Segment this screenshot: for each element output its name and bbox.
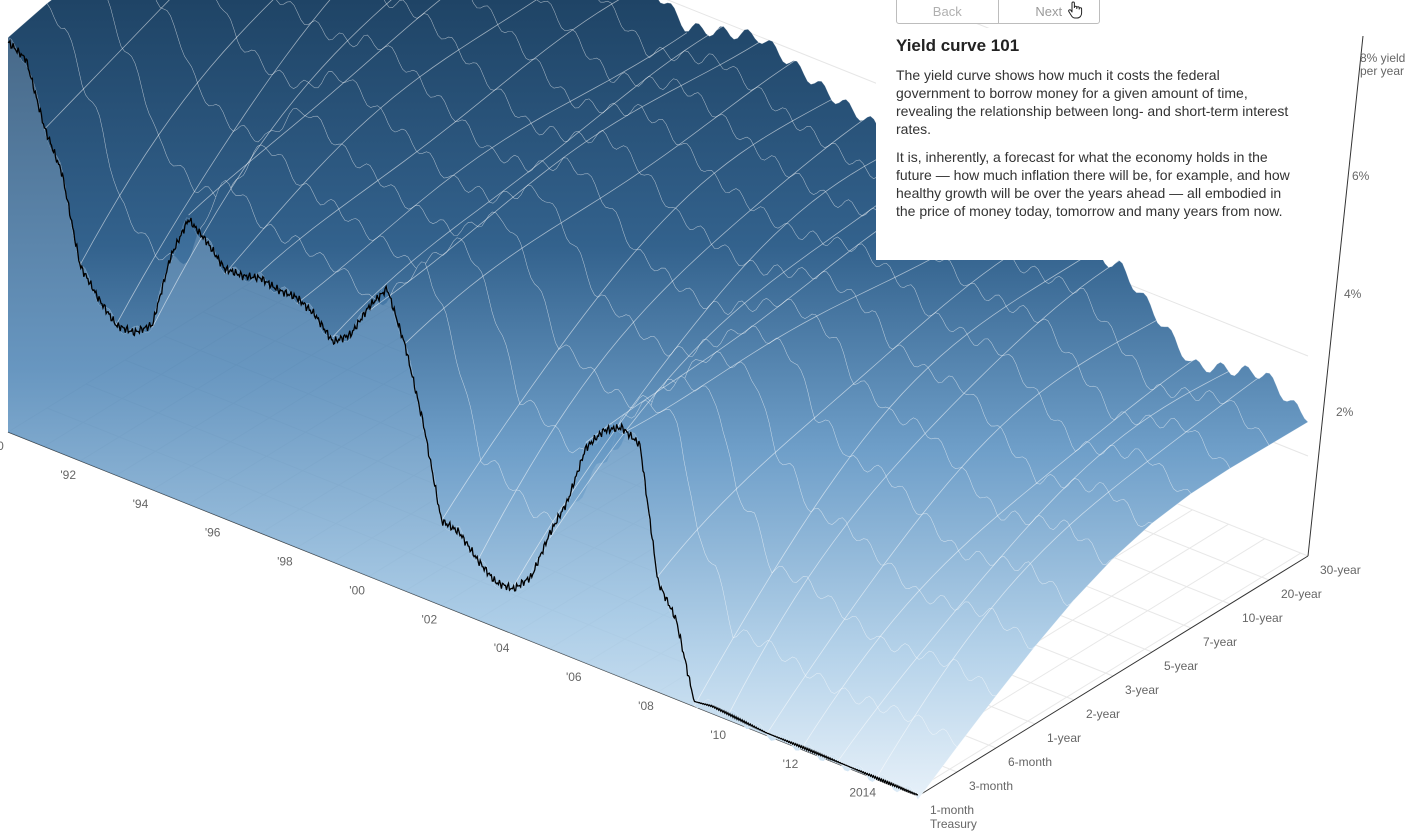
maturity-tick-label: 20-year (1281, 587, 1322, 601)
annotation-paragraph-2: It is, inherently, a forecast for what t… (896, 149, 1290, 219)
maturity-tick-label: 10-year (1242, 611, 1283, 625)
surface-year-line (440, 99, 832, 522)
surface-year-line (296, 32, 688, 304)
maturity-tick-label: 5-year (1164, 659, 1198, 673)
surface-year-line (477, 116, 868, 562)
surface-year-line (79, 0, 274, 265)
time-tick-label: '92 (60, 468, 76, 482)
maturity-tick-label: 3-year (1125, 683, 1159, 697)
next-button-label: Next (1035, 3, 1063, 19)
annotation-heading: Yield curve 101 (896, 36, 1020, 55)
yield-tick-label: 4% (1344, 287, 1362, 301)
surface-year-line (224, 0, 537, 275)
time-tick-label: '08 (638, 699, 654, 713)
yield-surface (7, 0, 1309, 801)
maturity-tick-label: 2-year (1086, 707, 1120, 721)
surface-year-line (765, 320, 1157, 735)
surface-year-line (404, 60, 796, 344)
maturity-tick-label: 3-month (969, 779, 1013, 793)
time-tick-label: '90 (0, 439, 4, 453)
surface-year-line (152, 0, 392, 328)
yield-tick-label: 8% yield per year (1360, 51, 1405, 78)
maturity-axis (917, 555, 1309, 797)
time-tick-label: '12 (783, 757, 799, 771)
surface-year-line (188, 0, 441, 216)
annotation-panel: Yield curve 101 The yield curve shows ho… (876, 28, 1311, 260)
time-tick-label: '10 (710, 728, 726, 742)
time-tick-label: '02 (422, 612, 438, 626)
maturity-tick-label: 1-month Treasury (930, 803, 977, 831)
surface-year-line (549, 159, 940, 539)
front-curtain (8, 37, 918, 800)
yield-tick-label: 6% (1352, 169, 1370, 183)
surface-year-line (657, 231, 1049, 577)
time-tick-label: 2014 (849, 786, 876, 800)
surface-year-line (513, 144, 904, 587)
time-tick-label: '04 (494, 641, 510, 655)
surface-year-line (802, 360, 1193, 748)
yield-tick-label: 2% (1336, 405, 1354, 419)
maturity-tick-label: 7-year (1203, 635, 1237, 649)
yield-axis (1307, 35, 1364, 557)
time-tick-label: '94 (133, 497, 149, 511)
maturity-tick-label: 1-year (1047, 731, 1081, 745)
short-rate-line (7, 39, 919, 796)
surface-year-line (43, 0, 170, 130)
time-tick-label: '96 (205, 526, 221, 540)
surface-year-line (332, 25, 724, 337)
hand-cursor-icon (1067, 1, 1082, 19)
time-tick-label: '00 (349, 583, 365, 597)
time-tick-label: '98 (277, 555, 293, 569)
step-navigation: Back Next (896, 0, 1100, 24)
next-button[interactable]: Next (997, 0, 1100, 23)
surface-year-line (838, 371, 1229, 761)
surface-year-line (115, 0, 331, 325)
back-button[interactable]: Back (932, 3, 962, 19)
surface-year-line (874, 372, 1265, 782)
annotation-paragraph-1: The yield curve shows how much it costs … (896, 67, 1289, 137)
maturity-tick-label: 30-year (1320, 563, 1361, 577)
tick-labels: '90 '92 '94 '96 '98 '00 '02 '04 '06 '08 '10 '12 2014… (0, 51, 1405, 831)
surface-year-line (729, 259, 1121, 712)
time-tick-label: '06 (566, 670, 582, 684)
maturity-tick-label: 6-month (1008, 755, 1052, 769)
surface-year-line (368, 42, 760, 311)
surface-year-line (693, 257, 1085, 707)
surface-year-line (260, 0, 620, 273)
